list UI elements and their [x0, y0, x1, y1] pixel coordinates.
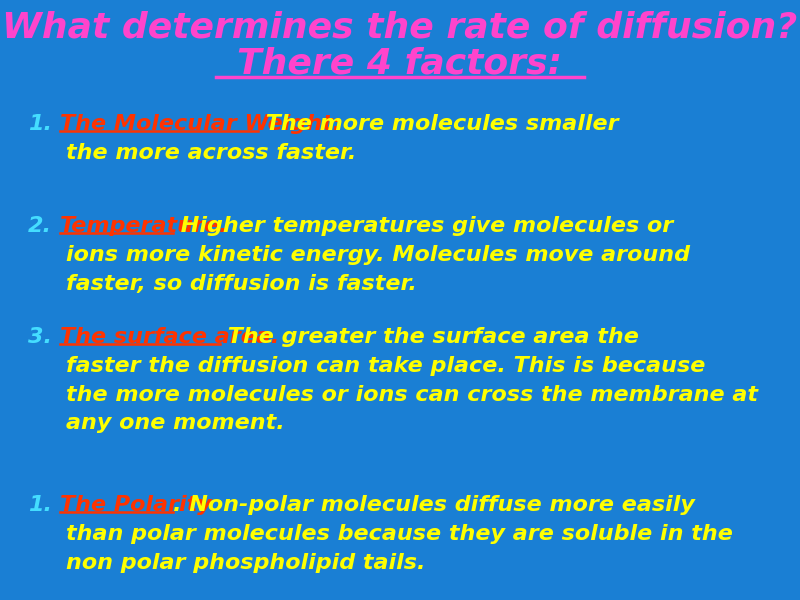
Text: the more molecules or ions can cross the membrane at: the more molecules or ions can cross the… [66, 385, 758, 404]
Text: Temperature.: Temperature. [60, 216, 229, 236]
Text: What determines the rate of diffusion?: What determines the rate of diffusion? [2, 10, 798, 44]
Text: The Polarity: The Polarity [60, 495, 212, 515]
Text: There 4 factors:: There 4 factors: [238, 46, 562, 80]
Text: 1.: 1. [28, 495, 52, 515]
Text: 1.: 1. [28, 114, 52, 134]
Text: the more across faster.: the more across faster. [66, 143, 356, 163]
Text: than polar molecules because they are soluble in the: than polar molecules because they are so… [66, 524, 733, 544]
Text: The greater the surface area the: The greater the surface area the [221, 327, 639, 347]
Text: 2.: 2. [28, 216, 52, 236]
Text: The surface area.: The surface area. [60, 327, 279, 347]
Text: The Molecular Weight:: The Molecular Weight: [60, 114, 342, 134]
Text: The more molecules smaller: The more molecules smaller [258, 114, 619, 134]
Text: faster the diffusion can take place. This is because: faster the diffusion can take place. Thi… [66, 356, 705, 376]
Text: non polar phospholipid tails.: non polar phospholipid tails. [66, 553, 425, 572]
Text: Higher temperatures give molecules or: Higher temperatures give molecules or [174, 216, 674, 236]
Text: any one moment.: any one moment. [66, 413, 284, 433]
Text: . Non-polar molecules diffuse more easily: . Non-polar molecules diffuse more easil… [174, 495, 695, 515]
Text: faster, so diffusion is faster.: faster, so diffusion is faster. [66, 274, 417, 293]
Text: ions more kinetic energy. Molecules move around: ions more kinetic energy. Molecules move… [66, 245, 690, 265]
Text: 3.: 3. [28, 327, 52, 347]
